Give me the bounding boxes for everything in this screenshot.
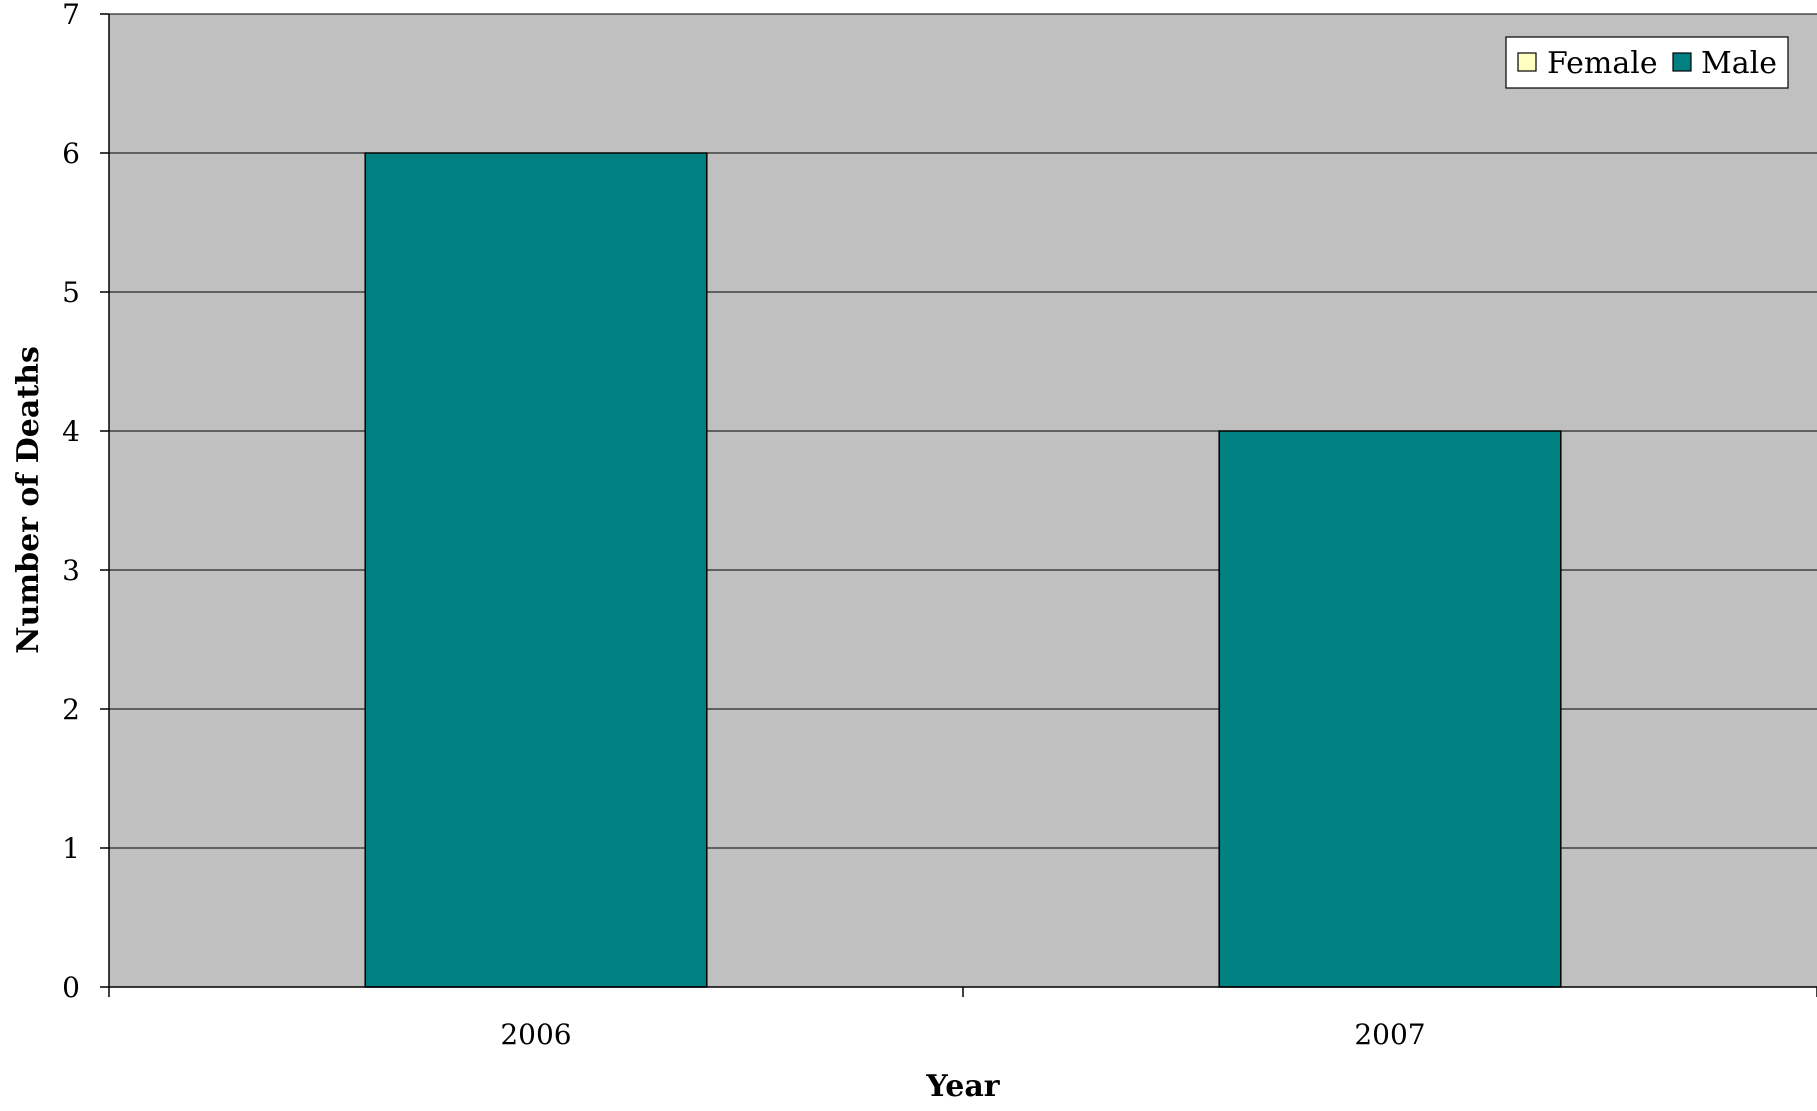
bar-male-2007 [1218,430,1562,988]
x-axis-ticks: 2006 2007 [108,987,1817,1051]
y-tick-label: 2 [62,693,80,726]
legend: Female Male [1505,36,1789,89]
y-tick-label: 1 [62,832,80,865]
x-tick-label: 2006 [500,1018,571,1051]
y-axis-ticks: 0 1 2 3 4 5 6 7 [62,0,109,1004]
legend-label-male: Male [1701,46,1777,81]
y-tick-label: 5 [62,276,80,309]
legend-box [1505,36,1789,89]
x-tick-label: 2007 [1354,1018,1425,1051]
y-tick-label: 6 [62,137,80,170]
y-tick-label: 3 [62,554,80,587]
y-tick-label: 0 [62,971,80,1004]
bars [364,152,1562,988]
legend-swatch-female [1517,52,1537,72]
x-axis-title: Year [925,1069,1000,1104]
y-tick-label: 7 [62,0,80,31]
y-tick-label: 4 [62,415,80,448]
legend-swatch-male [1672,52,1692,72]
legend-label-female: Female [1547,46,1658,81]
bar-male-2006 [364,152,708,988]
y-axis-title: Number of Deaths [11,346,46,654]
